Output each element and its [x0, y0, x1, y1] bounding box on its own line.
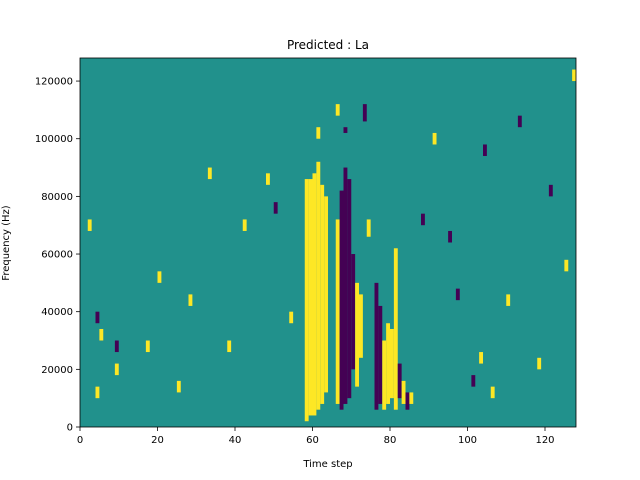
y-axis: 0 20000 40000 60000 80000 100000 120000: [35, 77, 80, 434]
heatmap-cell: [176, 380, 181, 393]
heatmap-cell: [455, 288, 460, 301]
x-tick-label: 0: [77, 435, 83, 446]
heatmap-cell: [401, 380, 406, 404]
heatmap-cell: [490, 386, 495, 399]
heatmap-cell: [448, 230, 453, 243]
heatmap-cell: [114, 340, 119, 353]
x-tick-label: 100: [458, 435, 477, 446]
y-tick-label: 120000: [35, 77, 73, 88]
heatmap-cell: [114, 363, 119, 376]
heatmap-cell: [320, 184, 325, 404]
heatmap-cell: [548, 184, 553, 197]
heatmap-cell: [227, 340, 232, 353]
heatmap-cell: [266, 173, 270, 185]
heatmap-cell: [537, 357, 542, 370]
heatmap-cell: [335, 219, 340, 404]
heatmap-cell: [506, 294, 511, 306]
plot-frame: [79, 57, 577, 428]
heatmap-cell: [393, 248, 398, 410]
x-tick-label: 120: [535, 435, 554, 446]
heatmap-cell: [312, 173, 317, 416]
heatmap-cell: [316, 127, 321, 139]
heatmap-cell: [409, 392, 414, 404]
chart-title: Predicted : La: [287, 38, 369, 52]
x-tick-label: 60: [306, 435, 319, 446]
heatmap-cell: [390, 328, 394, 399]
heatmap-cell: [335, 104, 340, 116]
heatmap-cell: [324, 196, 329, 393]
heatmap-cell: [382, 340, 387, 410]
heatmap-cell: [157, 271, 162, 283]
y-tick-label: 20000: [41, 365, 73, 376]
heatmap-cell: [386, 323, 391, 404]
y-tick-label: 60000: [41, 250, 73, 261]
heatmap-cell: [145, 340, 150, 353]
heatmap-cell: [316, 161, 321, 410]
heatmap-cell: [343, 167, 348, 404]
heatmap-cells: [87, 69, 577, 422]
heatmap-cell: [378, 305, 383, 404]
heatmap-cell: [343, 127, 348, 133]
y-axis-label: Frequency (Hz): [1, 205, 12, 281]
y-tick-label: 0: [67, 423, 73, 434]
x-tick-label: 80: [384, 435, 397, 446]
heatmap-cell: [572, 69, 577, 82]
heatmap-cell: [366, 219, 371, 237]
heatmap-cell: [421, 213, 425, 226]
heatmap-cell: [362, 104, 367, 122]
plot-area: [79, 57, 577, 428]
heatmap-cell: [351, 254, 356, 370]
heatmap-cell: [95, 311, 100, 324]
heatmap-cell: [479, 352, 484, 364]
y-tick-label: 40000: [41, 307, 73, 318]
y-tick-label: 100000: [35, 134, 73, 145]
heatmap-cell: [339, 190, 344, 410]
heatmap-cell: [374, 282, 379, 410]
heatmap-cell: [483, 144, 487, 157]
x-tick-label: 40: [229, 435, 242, 446]
x-axis-label: Time step: [302, 459, 352, 470]
heatmap-cell: [304, 179, 309, 422]
heatmap-cell: [517, 115, 522, 128]
y-tick-label: 80000: [41, 192, 73, 203]
heatmap-cell: [242, 219, 247, 231]
heatmap-cell: [273, 202, 278, 214]
heatmap-cell: [405, 392, 410, 410]
heatmap-cell: [397, 363, 402, 399]
heatmap-cell: [289, 311, 294, 324]
heatmap-cell: [432, 132, 437, 145]
heatmap-cell: [99, 328, 104, 341]
heatmap-cell: [564, 259, 569, 272]
heatmap-cell: [95, 386, 100, 399]
heatmap-cell: [308, 179, 313, 416]
heatmap-cell: [87, 219, 92, 231]
heatmap-cell: [359, 294, 363, 358]
heatmap-cell: [347, 179, 352, 399]
x-axis: 0 20 40 60 80 100 120: [77, 427, 555, 446]
x-tick-label: 20: [151, 435, 164, 446]
heatmap-cell: [207, 167, 212, 180]
heatmap-cell: [355, 282, 360, 387]
heatmap-cell: [471, 375, 476, 387]
heatmap-cell: [188, 294, 193, 306]
